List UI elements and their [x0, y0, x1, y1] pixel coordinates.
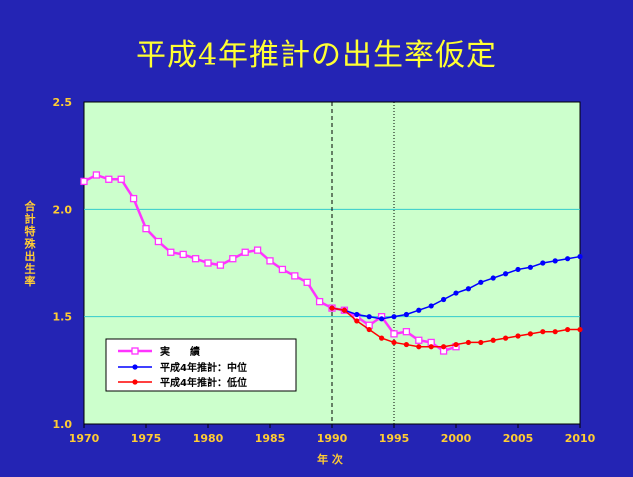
point-middle — [465, 286, 471, 292]
point-middle — [453, 290, 459, 296]
y-tick-label: 1.0 — [53, 418, 73, 431]
legend-label-actual: 実 績 — [160, 345, 200, 358]
y-axis-label-char: 特 — [25, 224, 36, 238]
y-axis-label-char: 計 — [25, 212, 36, 226]
x-tick-label: 1975 — [131, 432, 162, 445]
point-middle — [354, 311, 360, 318]
point-middle — [391, 314, 397, 320]
point-actual — [241, 248, 249, 256]
point-actual — [216, 261, 225, 269]
point-low — [428, 344, 434, 350]
point-actual — [167, 248, 175, 256]
point-low — [503, 335, 509, 341]
y-tick-label: 1.5 — [53, 311, 73, 324]
point-actual — [402, 328, 411, 336]
point-middle — [428, 303, 434, 309]
point-actual — [92, 171, 101, 179]
point-low — [391, 339, 397, 346]
point-middle — [515, 266, 521, 273]
point-low — [515, 333, 521, 339]
x-tick-label: 1990 — [317, 432, 348, 445]
point-low — [540, 329, 546, 335]
point-low — [552, 329, 558, 335]
point-actual — [105, 175, 113, 183]
x-tick-label: 1995 — [379, 432, 410, 445]
point-middle — [441, 296, 447, 303]
legend-label-middle: 平成4年推計：中位 — [160, 361, 247, 374]
legend-label-low: 平成4年推計：低位 — [160, 376, 247, 389]
point-actual — [80, 177, 88, 186]
point-low — [527, 331, 534, 337]
point-middle — [366, 314, 372, 320]
point-middle — [490, 275, 496, 281]
point-low — [379, 335, 385, 341]
point-actual — [278, 265, 287, 274]
point-low — [341, 307, 347, 313]
legend-marker-actual — [131, 347, 139, 355]
point-actual — [204, 259, 212, 267]
point-low — [366, 326, 372, 333]
x-tick-label: 1980 — [193, 432, 224, 445]
point-middle — [565, 256, 571, 262]
legend-marker-middle — [132, 364, 138, 370]
y-axis-label-char: 出 — [25, 249, 36, 263]
point-middle — [503, 271, 509, 277]
point-actual — [191, 255, 200, 263]
point-low — [403, 341, 409, 348]
x-axis-label: 年 次 — [317, 452, 343, 466]
point-middle — [540, 260, 546, 266]
x-tick-label: 2000 — [441, 432, 472, 445]
x-tick-label: 1970 — [69, 432, 100, 445]
point-actual — [129, 194, 138, 203]
point-middle — [527, 264, 534, 270]
point-low — [565, 326, 571, 333]
point-middle — [403, 311, 409, 318]
point-low — [441, 344, 447, 350]
point-low — [465, 339, 471, 346]
x-tick-label: 2010 — [565, 432, 596, 445]
x-tick-label: 1985 — [255, 432, 286, 445]
point-low — [577, 326, 583, 333]
y-tick-label: 2.5 — [53, 96, 73, 109]
point-actual — [179, 250, 187, 259]
point-actual — [303, 278, 311, 286]
point-actual — [229, 255, 237, 263]
point-middle — [416, 307, 422, 313]
point-actual — [266, 257, 274, 265]
y-axis-label-char: 殊 — [25, 237, 37, 251]
y-axis-label-char: 率 — [25, 274, 36, 288]
point-low — [416, 344, 422, 350]
point-low — [490, 337, 496, 343]
point-actual — [390, 330, 398, 338]
point-actual — [154, 237, 163, 246]
point-actual — [117, 175, 125, 183]
point-low — [354, 318, 360, 324]
point-actual — [253, 246, 262, 254]
legend-marker-low — [132, 379, 138, 385]
point-actual — [415, 336, 423, 344]
y-axis-label-char: 合 — [25, 199, 37, 213]
point-middle — [379, 316, 385, 322]
point-middle — [478, 279, 484, 285]
point-low — [478, 339, 484, 346]
point-low — [453, 341, 459, 348]
point-actual — [142, 225, 150, 233]
y-tick-label: 2.0 — [53, 203, 73, 216]
point-middle — [577, 253, 583, 260]
y-axis-label-char: 生 — [25, 262, 36, 276]
chart-title: 平成4年推計の出生率仮定 — [135, 38, 498, 73]
point-low — [329, 305, 335, 311]
point-actual — [315, 297, 324, 306]
point-middle — [552, 258, 558, 264]
x-tick-label: 2005 — [503, 432, 534, 445]
point-actual — [291, 272, 299, 280]
